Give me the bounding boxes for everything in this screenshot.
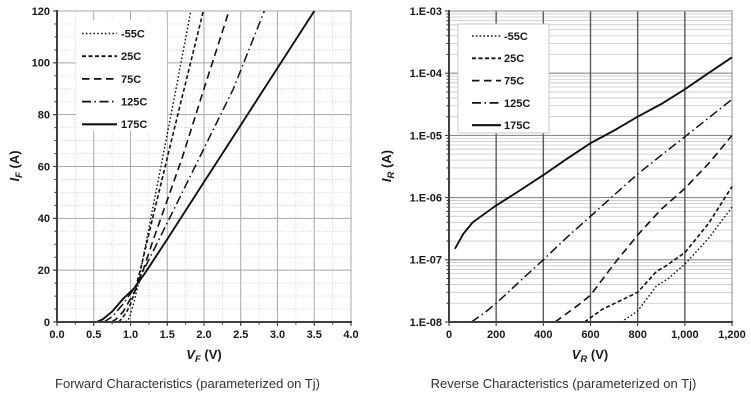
- legend-label: 25C: [121, 51, 141, 63]
- legend-label: 125C: [121, 96, 147, 108]
- series-25C: [584, 186, 733, 323]
- x-tick-label: 2.5: [233, 329, 248, 341]
- y-tick-label: 120: [32, 6, 50, 18]
- y-tick-label: 1.E-05: [410, 130, 442, 142]
- legend-label: 25C: [504, 53, 524, 65]
- legend-label: 175C: [121, 119, 147, 131]
- x-tick-label: 400: [534, 329, 552, 341]
- y-tick-label: 1.E-03: [410, 6, 442, 18]
- x-axis-title: VR (V): [572, 347, 609, 365]
- y-tick-label: 1.E-07: [410, 255, 442, 267]
- legend-box: [76, 20, 167, 131]
- x-tick-label: 200: [487, 329, 505, 341]
- reverse-characteristics-chart: 0 200 400 600 800 1,000 1,200 1.E-03 1.E-04 1.E-0…: [376, 0, 751, 411]
- x-tick-label: 1.0: [123, 329, 138, 341]
- axes: [445, 10, 733, 326]
- series-125C: [470, 98, 733, 323]
- reverse-chart-svg: 0 200 400 600 800 1,000 1,200 1.E-03 1.E-04 1.E-0…: [379, 6, 746, 365]
- x-tick-label: 600: [581, 329, 599, 341]
- series-75C: [554, 134, 733, 323]
- y-tick-label: 20: [38, 265, 50, 277]
- axes: [53, 10, 352, 326]
- x-tick-label: 3.0: [270, 329, 285, 341]
- forward-characteristics-chart: 0.0 0.5 1.0 1.5 2.0 2.5 3.0 3.5 4.0 0 20 40 60 80 100 1…: [0, 0, 375, 411]
- series--55C: [620, 206, 733, 323]
- y-tick-label: 60: [38, 161, 50, 173]
- series-75C: [110, 10, 230, 323]
- tick-labels: 0.0 0.5 1.0 1.5 2.0 2.5 3.0 3.5 4.0 0 20 40 60 80 100 1…: [32, 6, 359, 341]
- legend-label: -55C: [504, 31, 528, 43]
- series-175C: [96, 10, 316, 323]
- y-tick-label: 40: [38, 213, 50, 225]
- y-tick-label: 100: [32, 58, 50, 70]
- series-175C: [454, 56, 733, 250]
- y-tick-label: 0: [44, 317, 50, 329]
- y-axis-title: IF (A): [7, 150, 25, 181]
- y-tick-label: 1.E-04: [410, 68, 443, 80]
- legend-box: [457, 23, 550, 134]
- y-axis-title: IR (A): [379, 150, 397, 182]
- x-tick-label: 800: [628, 329, 646, 341]
- x-axis-title: VF (V): [186, 347, 221, 365]
- x-tick-label: 2.0: [196, 329, 211, 341]
- legend: -55C 25C 75C 125C 175C: [457, 23, 550, 134]
- legend-label: 125C: [504, 98, 530, 110]
- legend-label: 75C: [504, 75, 524, 87]
- legend: -55C 25C 75C 125C 175C: [76, 20, 167, 131]
- legend-label: 175C: [504, 120, 530, 132]
- x-tick-label: 0.0: [49, 329, 64, 341]
- series-layer: [454, 56, 733, 323]
- x-tick-label: 1,200: [718, 329, 746, 341]
- forward-chart-caption: Forward Characteristics (parameterized o…: [55, 376, 320, 391]
- x-tick-label: 1,000: [671, 329, 699, 341]
- reverse-chart-caption: Reverse Characteristics (parameterized o…: [430, 376, 697, 391]
- y-tick-label: 1.E-08: [410, 317, 442, 329]
- x-tick-label: 0: [446, 329, 452, 341]
- legend-label: 75C: [121, 74, 141, 86]
- forward-chart-svg: 0.0 0.5 1.0 1.5 2.0 2.5 3.0 3.5 4.0 0 20 40 60 80 100 1…: [7, 6, 359, 365]
- series--55C: [124, 10, 192, 323]
- x-tick-label: 4.0: [343, 329, 358, 341]
- x-tick-label: 3.5: [307, 329, 322, 341]
- x-tick-label: 1.5: [160, 329, 175, 341]
- y-tick-label: 1.E-06: [410, 192, 442, 204]
- x-tick-label: 0.5: [86, 329, 101, 341]
- series-125C: [103, 10, 265, 323]
- legend-label: -55C: [121, 28, 145, 40]
- series-layer: [96, 10, 316, 323]
- y-tick-label: 80: [38, 110, 50, 122]
- tick-labels: 0 200 400 600 800 1,000 1,200 1.E-03 1.E-04 1.E-0…: [410, 6, 746, 341]
